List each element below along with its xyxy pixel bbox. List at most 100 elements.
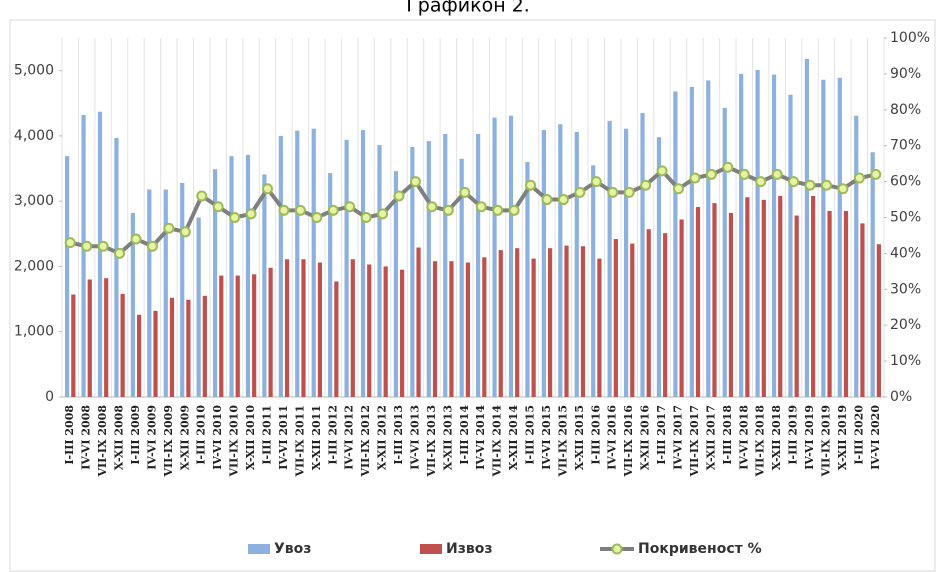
x-tick-label: X-XII 2011 xyxy=(310,405,323,470)
bar xyxy=(547,248,553,397)
y2-tick-label: 30% xyxy=(890,281,921,297)
bar xyxy=(97,111,103,397)
bar xyxy=(476,133,481,397)
bar xyxy=(169,297,175,397)
x-tick-label: IV-VI 2012 xyxy=(343,405,356,470)
line-marker xyxy=(755,176,767,188)
x-tick-label: VII-IX 2013 xyxy=(425,405,438,478)
x-tick-label: VII-IX 2017 xyxy=(688,405,701,478)
bar xyxy=(410,147,415,397)
x-tick-label: X-XII 2009 xyxy=(178,405,191,470)
x-tick-label: X-XII 2012 xyxy=(376,405,389,470)
bar xyxy=(328,173,333,397)
x-tick-label: VII-IX 2015 xyxy=(556,405,569,478)
line-marker xyxy=(820,179,832,191)
line-marker xyxy=(722,161,734,173)
line-marker xyxy=(311,212,323,223)
bar xyxy=(843,210,849,397)
x-tick-label: I-III 2011 xyxy=(261,405,274,465)
x-tick-label: X-XII 2010 xyxy=(244,405,257,471)
bar xyxy=(295,130,300,398)
x-tick-label: I-III 2019 xyxy=(787,405,800,465)
chart-frame xyxy=(9,19,936,572)
legend-label: Увоз xyxy=(274,541,311,557)
bar xyxy=(262,174,267,397)
bar xyxy=(640,113,645,398)
bar xyxy=(673,91,678,398)
x-tick-label: VII-IX 2016 xyxy=(622,405,635,478)
bar xyxy=(87,279,92,397)
line-marker xyxy=(771,168,783,180)
y2-tick-label: 10% xyxy=(890,353,921,369)
y2-tick-label: 20% xyxy=(890,317,921,333)
bar xyxy=(180,182,185,397)
x-tick-label: IV-VI 2011 xyxy=(277,405,290,470)
bar xyxy=(613,239,618,397)
y2-tick-label: 40% xyxy=(890,245,921,261)
bar xyxy=(531,258,536,397)
x-tick-label: VII-IX 2011 xyxy=(293,405,306,478)
line-marker xyxy=(475,201,487,213)
line-marker xyxy=(804,179,816,191)
bar xyxy=(377,145,382,397)
y2-tick-label: 80% xyxy=(890,102,921,118)
line-marker xyxy=(262,183,273,195)
x-tick-label: I-III 2016 xyxy=(589,405,602,465)
bar xyxy=(196,217,201,397)
line-marker xyxy=(623,186,635,198)
line-marker xyxy=(442,204,454,216)
bar xyxy=(65,156,70,397)
bar xyxy=(245,154,251,397)
x-tick-label: X-XII 2013 xyxy=(441,405,454,470)
x-tick-label: I-III 2009 xyxy=(129,405,142,465)
y-tick-label: 4,000 xyxy=(14,128,54,144)
x-tick-label: IV-VI 2018 xyxy=(737,405,750,470)
line-marker xyxy=(656,165,668,177)
bar xyxy=(186,299,191,397)
bar xyxy=(580,246,586,397)
bar xyxy=(219,275,224,397)
bar xyxy=(498,250,503,397)
bar xyxy=(235,275,240,397)
legend-swatch xyxy=(248,544,270,554)
x-tick-label: VII-IX 2009 xyxy=(162,405,175,478)
x-tick-label: VII-IX 2010 xyxy=(228,405,241,478)
x-tick-label: X-XII 2008 xyxy=(113,405,126,471)
bar xyxy=(360,130,366,397)
y2-tick-label: 100% xyxy=(890,30,930,46)
y2-tick-label: 0% xyxy=(890,389,912,405)
x-tick-label: VII-IX 2018 xyxy=(754,405,767,478)
bar xyxy=(212,169,218,397)
bar xyxy=(745,197,750,397)
x-tick-label: I-III 2015 xyxy=(524,405,537,465)
x-tick-label: IV-VI 2008 xyxy=(80,405,93,470)
bar xyxy=(739,73,744,398)
bar xyxy=(706,80,711,397)
legend-label: Извоз xyxy=(446,541,492,557)
line-marker xyxy=(673,183,684,195)
bar xyxy=(492,117,497,398)
y2-tick-label: 60% xyxy=(890,174,921,190)
bar xyxy=(120,293,125,397)
bar xyxy=(268,267,273,397)
x-tick-label: I-III 2010 xyxy=(195,405,208,465)
x-tick-label: X-XII 2015 xyxy=(573,405,586,470)
bar xyxy=(416,247,421,397)
bar xyxy=(728,212,734,397)
bar xyxy=(383,266,388,397)
x-tick-label: IV-VI 2009 xyxy=(145,405,158,470)
x-tick-label: I-III 2020 xyxy=(852,405,865,465)
line-marker xyxy=(179,226,191,238)
line-marker xyxy=(738,168,750,180)
bar xyxy=(367,264,372,397)
bar xyxy=(147,189,152,397)
bar xyxy=(443,133,448,397)
x-tick-label: VII-IX 2012 xyxy=(359,405,372,478)
bar xyxy=(350,259,355,397)
line-marker xyxy=(114,247,126,259)
bar xyxy=(689,86,694,398)
chart-title: Графикон 2. xyxy=(406,0,530,17)
x-tick-label: I-III 2017 xyxy=(655,405,668,465)
x-tick-label: I-III 2008 xyxy=(63,405,76,465)
bar xyxy=(794,215,799,397)
